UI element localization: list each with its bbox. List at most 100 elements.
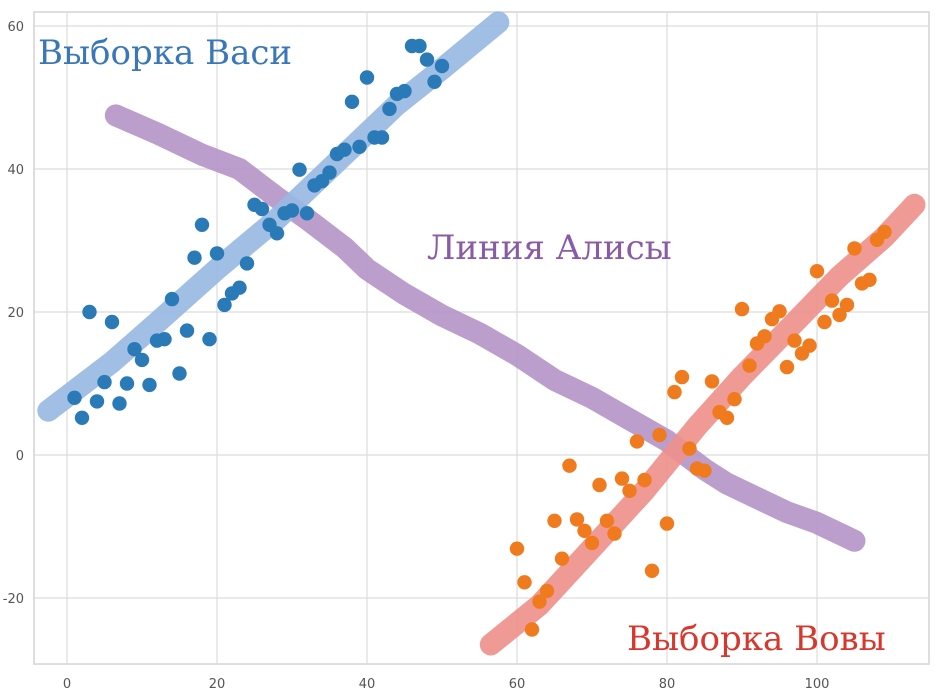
y-tick-label: 0 (16, 449, 24, 464)
point-vasya (269, 226, 285, 241)
point-vasya (104, 314, 120, 330)
point-vova (779, 359, 795, 375)
data-points (67, 38, 892, 637)
point-vova (614, 471, 630, 486)
point-vasya (412, 38, 427, 54)
point-vova (719, 410, 735, 425)
point-vasya (97, 374, 112, 390)
point-vova (524, 622, 540, 637)
point-vasya (299, 206, 315, 221)
point-vova (817, 314, 832, 330)
point-vasya (134, 352, 150, 368)
x-tick-label: 100 (805, 677, 830, 692)
point-vasya (179, 323, 195, 338)
y-tick-label: 40 (7, 163, 24, 178)
point-vova (554, 551, 570, 566)
point-vova (547, 513, 562, 528)
y-tick-label: 60 (7, 20, 24, 35)
annotation-vova: Выборка Вовы (627, 619, 886, 659)
point-vova (839, 297, 855, 313)
point-vova (644, 563, 660, 578)
band-vasya-trend (37, 11, 510, 422)
point-vasya (157, 332, 172, 347)
point-vova (577, 523, 592, 538)
point-vasya (217, 297, 232, 313)
point-vova (809, 264, 825, 279)
trend-lines (37, 11, 926, 656)
band-alisa-line (104, 104, 866, 552)
point-vasya (202, 332, 217, 347)
point-vasya (164, 291, 180, 307)
point-vasya (322, 165, 337, 180)
x-tick-label: 60 (509, 677, 526, 692)
point-vova (877, 224, 892, 240)
point-vasya (89, 394, 105, 409)
band-vova-trend (479, 193, 926, 656)
point-vasya (397, 83, 412, 99)
point-vova (802, 338, 817, 353)
point-vova (629, 434, 645, 449)
point-vasya (344, 94, 360, 110)
point-vasya (112, 396, 127, 411)
point-vasya (427, 74, 442, 90)
point-vova (847, 241, 862, 256)
point-vova (772, 304, 787, 319)
point-vasya (142, 377, 157, 393)
point-vasya (67, 390, 82, 405)
point-vova (832, 307, 847, 323)
point-vasya (172, 366, 187, 381)
point-vasya (254, 201, 270, 217)
point-vasya (187, 250, 202, 265)
point-vova (697, 463, 712, 478)
point-vasya (74, 410, 90, 425)
point-vova (562, 458, 577, 473)
point-vova (787, 333, 802, 348)
point-vova (509, 541, 525, 556)
point-vova (517, 575, 532, 590)
point-vova (584, 535, 600, 551)
y-tick-label: 20 (7, 306, 24, 321)
x-tick-label: 40 (359, 677, 376, 692)
point-vasya (194, 217, 210, 232)
point-vova (704, 374, 720, 389)
x-tick-label: 20 (209, 677, 226, 692)
annotation-vasya: Выборка Васи (38, 33, 292, 73)
point-vova (622, 483, 637, 498)
tick-labels: 0 20 40 60 80 100 60 40 20 0 -20 (3, 20, 830, 692)
point-vova (734, 301, 750, 317)
point-vova (757, 329, 772, 344)
point-vasya (352, 139, 367, 154)
point-vasya (374, 130, 390, 145)
point-vasya (284, 203, 300, 218)
x-tick-label: 0 (63, 677, 71, 692)
point-vova (682, 441, 697, 456)
point-vova (569, 512, 585, 527)
point-vasya (419, 52, 435, 67)
point-vasya (337, 142, 352, 157)
point-vasya (119, 376, 135, 391)
point-vova (667, 384, 682, 400)
point-vasya (209, 246, 225, 261)
point-vova (592, 477, 607, 493)
point-vasya (292, 162, 307, 177)
point-vova (607, 526, 622, 541)
point-vasya (82, 304, 97, 320)
point-vasya (232, 280, 247, 295)
annotation-alisa: Линия Алисы (427, 228, 672, 268)
point-vova (824, 293, 840, 308)
point-vova (862, 272, 877, 287)
point-vova (742, 358, 757, 373)
point-vasya (359, 70, 375, 85)
point-vova (599, 513, 615, 528)
point-vasya (382, 101, 397, 117)
point-vova (727, 392, 742, 407)
point-vova (674, 369, 690, 385)
x-tick-label: 80 (659, 677, 676, 692)
point-vasya (239, 256, 255, 271)
point-vova (659, 516, 675, 531)
point-vova (637, 472, 652, 488)
point-vova (652, 427, 667, 443)
point-vova (532, 594, 547, 609)
y-tick-label: -20 (3, 592, 24, 607)
